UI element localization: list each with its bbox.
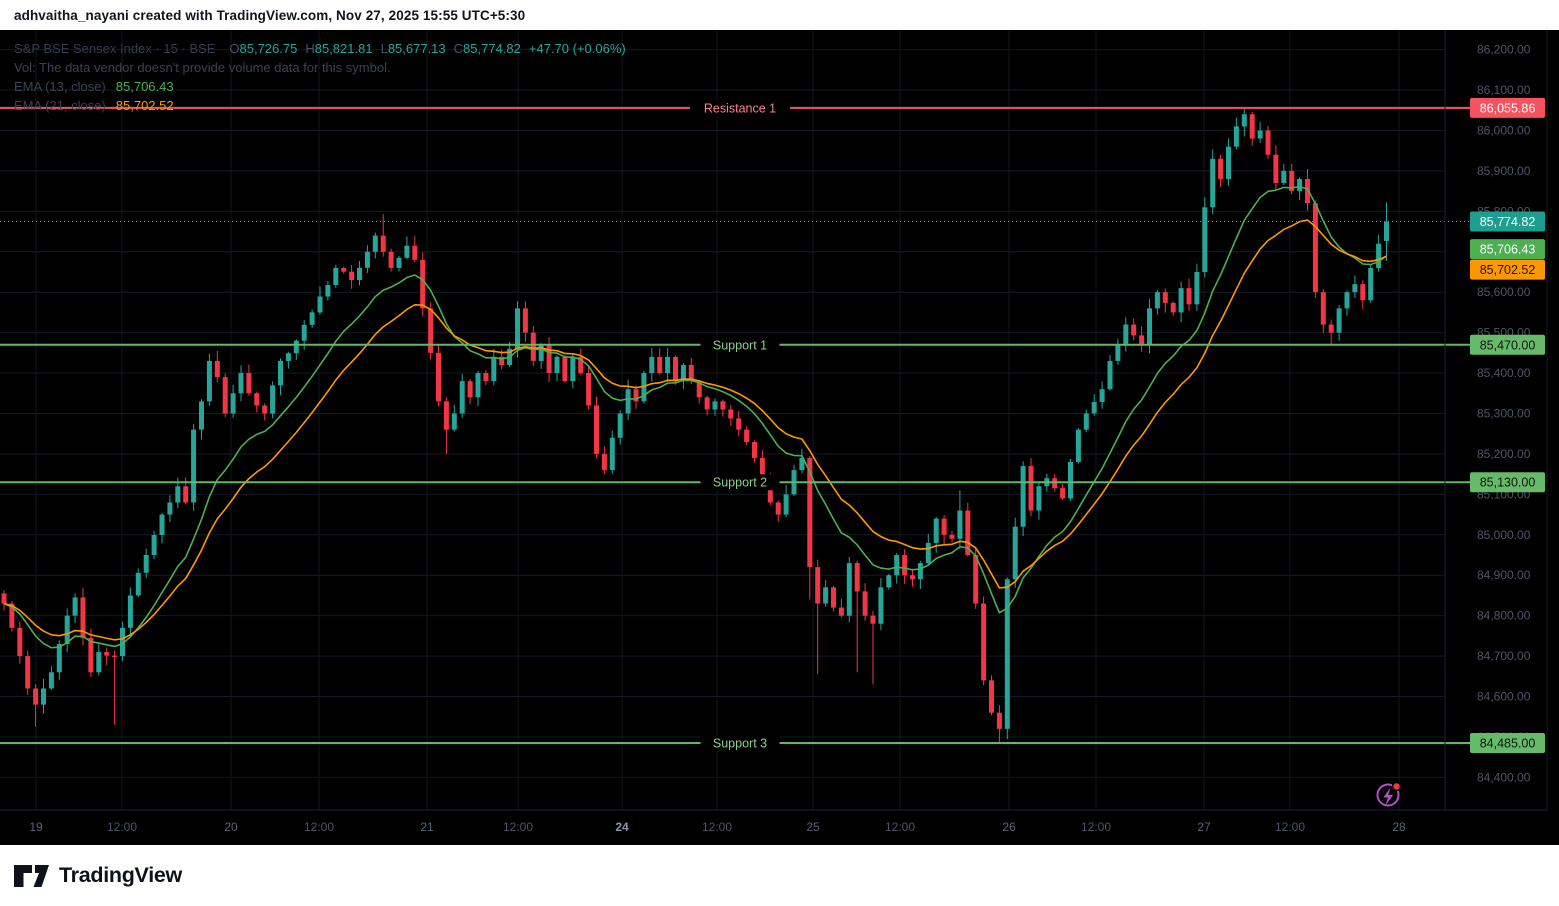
attribution-bar: adhvaitha_nayani created with TradingVie… — [0, 0, 1559, 30]
support-2-line[interactable]: Support 2 — [0, 474, 1470, 491]
svg-text:85,702.52: 85,702.52 — [1480, 263, 1536, 277]
svg-text:20: 20 — [224, 820, 238, 834]
svg-text:84,485.00: 84,485.00 — [1480, 737, 1536, 751]
svg-text:12:00: 12:00 — [107, 820, 137, 834]
svg-text:85,300.00: 85,300.00 — [1477, 406, 1531, 420]
ohlc-high: H85,821.81 — [305, 41, 373, 56]
svg-text:12:00: 12:00 — [885, 820, 915, 834]
svg-text:Support 1: Support 1 — [713, 338, 767, 352]
volume-note: Vol: The data vendor doesn't provide vol… — [14, 60, 391, 75]
svg-text:12:00: 12:00 — [1081, 820, 1111, 834]
support-3-line[interactable]: Support 3 — [0, 735, 1470, 752]
svg-text:12:00: 12:00 — [1275, 820, 1305, 834]
price-badges: 86,055.86 85,470.00 85,130.00 84,485.00 85,7… — [1470, 97, 1545, 754]
tradingview-logo[interactable]: TradingView — [13, 863, 182, 889]
ema-13-line — [3, 185, 1387, 649]
ema21-label: EMA (21, close) — [14, 98, 106, 113]
ema-21-line — [3, 219, 1387, 641]
svg-text:26: 26 — [1002, 820, 1016, 834]
svg-text:84,600.00: 84,600.00 — [1477, 690, 1531, 704]
tradingview-wordmark: TradingView — [59, 863, 182, 887]
svg-text:84,900.00: 84,900.00 — [1477, 568, 1531, 582]
svg-text:12:00: 12:00 — [304, 820, 334, 834]
svg-text:Support 3: Support 3 — [713, 737, 767, 751]
legend-ema21-row[interactable]: EMA (21, close) 85,702.52 — [14, 96, 626, 115]
svg-text:86,055.86: 86,055.86 — [1480, 101, 1536, 115]
legend: S&P BSE Sensex Index · 15 · BSE O85,726.7… — [14, 39, 626, 115]
svg-text:85,774.82: 85,774.82 — [1480, 215, 1536, 229]
svg-text:85,200.00: 85,200.00 — [1477, 447, 1531, 461]
legend-ema13-row[interactable]: EMA (13, close) 85,706.43 — [14, 77, 626, 96]
alert-notification-dot — [1391, 781, 1402, 792]
tradingview-logo-icon — [14, 864, 49, 887]
ema13-label: EMA (13, close) — [14, 79, 106, 94]
candlestick-series — [1, 107, 1389, 744]
ohlc-open: O85,726.75 — [229, 41, 298, 56]
chart-canvas[interactable]: Resistance 1 Support 1 Support 2 Support 3 8… — [0, 30, 1559, 845]
time-axis[interactable]: 19 12:00 20 12:00 21 12:00 24 12:00 25 12:00 26 12:… — [29, 820, 1406, 834]
svg-text:86,200.00: 86,200.00 — [1477, 43, 1531, 57]
svg-text:25: 25 — [806, 820, 820, 834]
svg-text:85,470.00: 85,470.00 — [1480, 338, 1536, 352]
alert-lightning-button[interactable] — [1376, 781, 1402, 807]
svg-text:85,600.00: 85,600.00 — [1477, 285, 1531, 299]
ohlc-close: C85,774.82 — [453, 41, 521, 56]
footer-bar: TradingView — [0, 845, 1559, 906]
legend-symbol-row[interactable]: S&P BSE Sensex Index · 15 · BSE O85,726.7… — [14, 39, 626, 58]
ema21-value: 85,702.52 — [115, 98, 174, 113]
ema13-value: 85,706.43 — [115, 79, 174, 94]
svg-text:28: 28 — [1392, 820, 1406, 834]
chart-area: Resistance 1 Support 1 Support 2 Support 3 8… — [0, 30, 1559, 845]
svg-text:84,700.00: 84,700.00 — [1477, 649, 1531, 663]
svg-text:19: 19 — [29, 820, 43, 834]
attribution-text: adhvaitha_nayani created with TradingVie… — [14, 7, 526, 23]
svg-text:21: 21 — [420, 820, 434, 834]
support-1-line[interactable]: Support 1 — [0, 336, 1470, 353]
svg-text:86,000.00: 86,000.00 — [1477, 123, 1531, 137]
svg-text:84,800.00: 84,800.00 — [1477, 609, 1531, 623]
ohlc-low: L85,677.13 — [380, 41, 446, 56]
svg-text:12:00: 12:00 — [503, 820, 533, 834]
change-value: +47.70 (+0.06%) — [528, 41, 626, 56]
svg-text:85,900.00: 85,900.00 — [1477, 164, 1531, 178]
svg-text:24: 24 — [615, 820, 629, 834]
svg-text:Support 2: Support 2 — [713, 476, 767, 490]
svg-text:12:00: 12:00 — [702, 820, 732, 834]
symbol-title[interactable]: S&P BSE Sensex Index · 15 · BSE — [14, 41, 216, 56]
price-axis[interactable]: 84,400.0084,500.0084,600.0084,700.0084,8… — [1477, 43, 1531, 785]
svg-text:85,706.43: 85,706.43 — [1480, 243, 1536, 257]
svg-text:84,400.00: 84,400.00 — [1477, 770, 1531, 784]
resistance-1-line[interactable]: Resistance 1 — [0, 99, 1470, 116]
svg-text:Resistance 1: Resistance 1 — [704, 101, 776, 115]
svg-text:27: 27 — [1197, 820, 1211, 834]
svg-text:85,400.00: 85,400.00 — [1477, 366, 1531, 380]
svg-text:85,130.00: 85,130.00 — [1480, 476, 1536, 490]
svg-text:86,100.00: 86,100.00 — [1477, 83, 1531, 97]
svg-text:85,000.00: 85,000.00 — [1477, 528, 1531, 542]
